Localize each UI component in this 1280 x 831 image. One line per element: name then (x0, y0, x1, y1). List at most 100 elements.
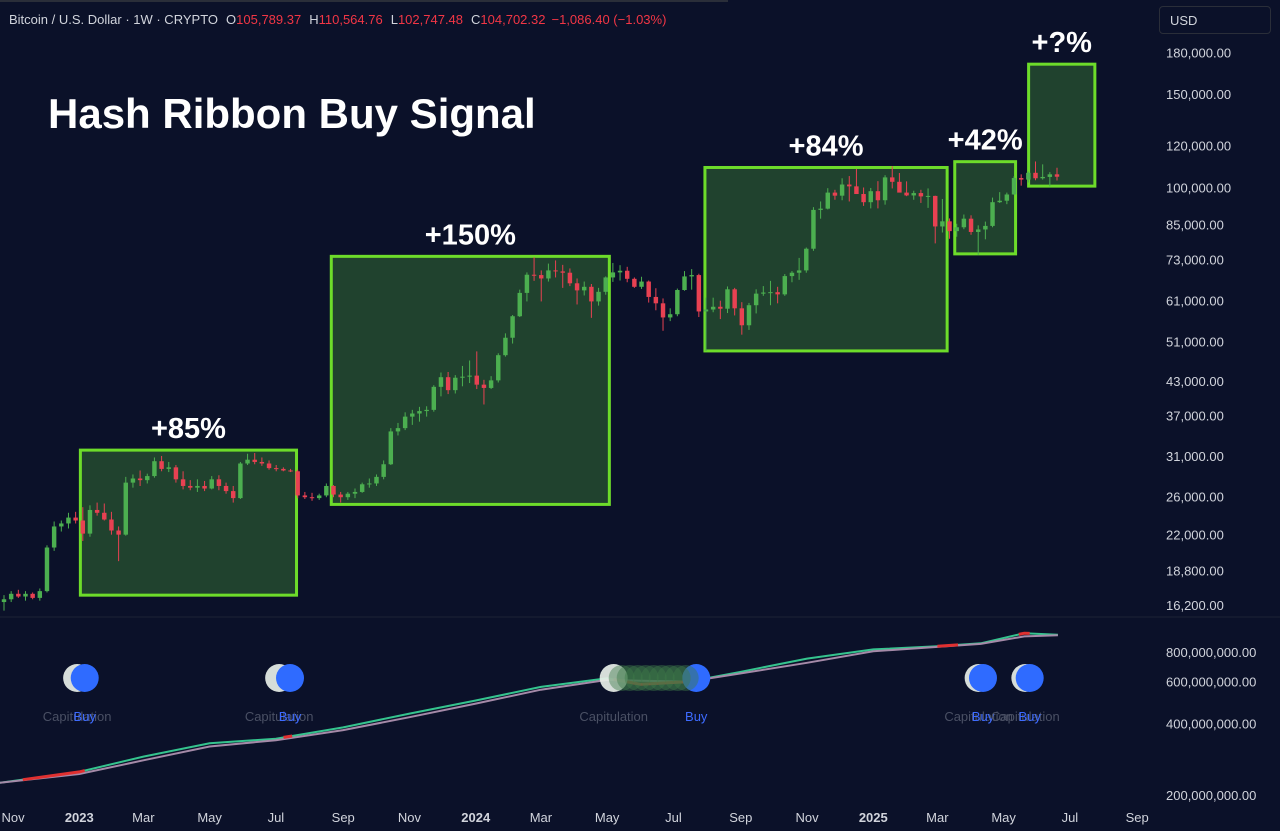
candle (273, 468, 279, 470)
candle (854, 186, 859, 195)
candle (675, 290, 680, 315)
candle (875, 191, 881, 201)
candle (474, 375, 479, 385)
candle (23, 593, 28, 597)
time-tick-1: 2023 (65, 810, 94, 825)
low-value: 102,747.48 (397, 12, 464, 27)
candle (918, 193, 924, 197)
candle (8, 593, 14, 600)
candle (338, 494, 343, 498)
capitulation-dot-4 (599, 664, 628, 692)
candle (603, 277, 608, 292)
candle (990, 202, 995, 226)
candle (87, 509, 93, 534)
candle (1026, 172, 1031, 180)
top-divider (0, 0, 728, 2)
candle (209, 479, 214, 489)
candle (954, 227, 959, 232)
candle (925, 195, 931, 197)
candle (16, 593, 21, 597)
time-tick-12: Nov (795, 810, 819, 825)
candle (911, 193, 916, 196)
candle (424, 409, 429, 412)
candle (1018, 178, 1024, 180)
price-tick-14: 16,200.00 (1166, 598, 1224, 613)
candle (517, 292, 522, 317)
candle (202, 485, 207, 489)
price-tick-9: 37,000.00 (1166, 408, 1224, 423)
chart-title: Hash Ribbon Buy Signal (48, 90, 536, 137)
time-tick-5: Sep (332, 810, 355, 825)
price-tick-7: 51,000.00 (1166, 335, 1224, 350)
candle (725, 289, 730, 309)
price-tick-5: 73,000.00 (1166, 252, 1224, 267)
candle (116, 530, 121, 535)
hashrate-tick-2: 400,000,000.00 (1166, 716, 1256, 731)
candle (152, 461, 157, 477)
candle (402, 416, 408, 429)
candle (309, 497, 315, 499)
currency-button[interactable]: USD (1159, 6, 1271, 34)
candle (381, 464, 386, 477)
candle (890, 177, 895, 182)
buy-label-1: Buy (74, 709, 97, 724)
candle (467, 375, 472, 377)
hashrate-tick-1: 600,000,000.00 (1166, 675, 1256, 690)
signal-box-3 (953, 160, 1018, 256)
price-tick-11: 26,000.00 (1166, 489, 1224, 504)
change-value: −1,086.40 (−1.03%) (551, 12, 667, 27)
price-tick-2: 120,000.00 (1166, 138, 1231, 153)
candle (768, 292, 773, 294)
price-tick-12: 22,000.00 (1166, 528, 1224, 543)
candle (761, 292, 766, 294)
candle (51, 526, 57, 548)
candle (1033, 172, 1038, 179)
candle (811, 209, 816, 249)
buy-dot-5 (682, 664, 711, 692)
signal-trail-dot (624, 665, 651, 691)
signal-box-1 (329, 254, 611, 506)
candle (73, 517, 78, 521)
candle (861, 194, 866, 203)
candle (266, 463, 272, 469)
signal-trail-dot (648, 665, 675, 691)
symbol-name[interactable]: Bitcoin / U.S. Dollar · 1W · CRYPTO (9, 12, 219, 27)
candle (660, 303, 666, 318)
candle (102, 512, 107, 520)
candle (331, 485, 336, 495)
candle (245, 459, 250, 464)
low-label: L (390, 12, 398, 27)
candle (696, 275, 702, 312)
signal-trail-dot (616, 665, 643, 691)
signal-trail-dot (656, 665, 683, 691)
candle (145, 476, 150, 481)
candle (123, 482, 128, 535)
candle (574, 283, 580, 291)
high-value: 110,564.76 (318, 12, 383, 27)
candle (682, 276, 687, 291)
time-tick-14: Mar (926, 810, 949, 825)
high-label: H (309, 12, 319, 27)
candle (546, 270, 551, 279)
candle (238, 463, 243, 499)
candle (947, 221, 952, 232)
candle (374, 476, 379, 484)
candle (868, 191, 873, 203)
candle (825, 192, 830, 209)
candle (352, 491, 358, 494)
candle (460, 376, 465, 378)
candle (718, 306, 723, 309)
signal-box-0 (78, 448, 299, 597)
capitulation-segment-0 (22, 769, 86, 782)
buy-dot-3 (276, 664, 305, 692)
candle (796, 270, 802, 273)
candle (488, 380, 494, 388)
candle (610, 272, 616, 278)
buy-dot-1 (70, 664, 99, 692)
candle (137, 478, 143, 481)
capitulation-label-4: Capitulation (579, 709, 648, 724)
candle (961, 218, 967, 228)
time-tick-3: May (197, 810, 222, 825)
candle (417, 411, 422, 414)
